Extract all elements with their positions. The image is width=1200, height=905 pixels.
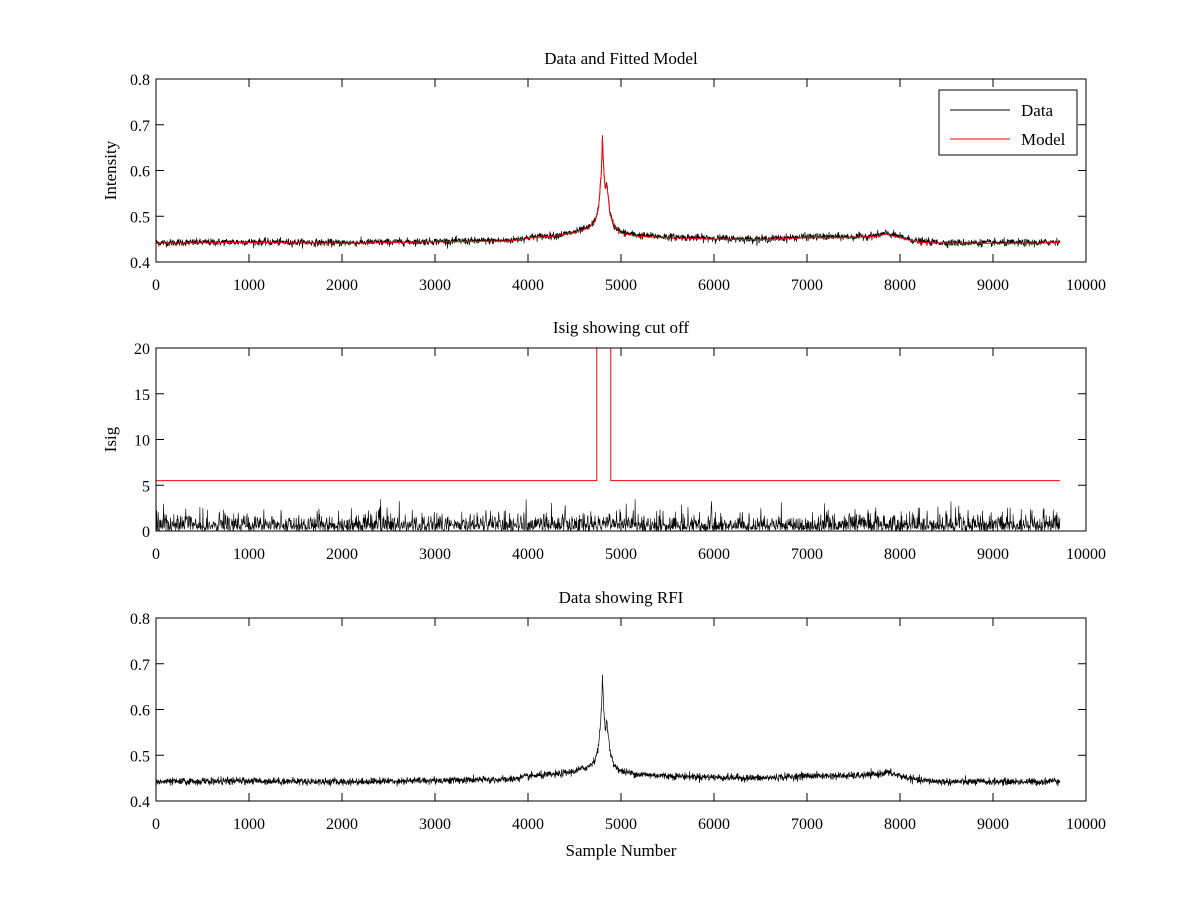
panel-1-ytick-label: 0.7	[130, 118, 150, 135]
panel-3-xtick-label: 5000	[605, 816, 637, 833]
panel-3-ytick-label: 0.6	[130, 703, 150, 720]
panel-3-xtick-label: 1000	[233, 816, 265, 833]
panel-3-title: Data showing RFI	[559, 588, 684, 607]
panel-1-xtick-label: 10000	[1066, 277, 1106, 294]
panel-2-xtick-label: 4000	[512, 546, 544, 563]
panel-1-xtick-label: 9000	[977, 277, 1009, 294]
panel-2-xtick-label: 7000	[791, 546, 823, 563]
panel-3-axes-box	[155, 617, 1087, 802]
panel-1-xtick-label: 6000	[698, 277, 730, 294]
panel-3-xtick-label: 2000	[326, 816, 358, 833]
panel-2-ylabel: Isig	[101, 426, 120, 452]
panel-3-ytick-label: 0.5	[130, 748, 150, 765]
panel-1-ytick-label: 0.6	[130, 164, 150, 181]
panel-2-xtick-label: 2000	[326, 546, 358, 563]
panel-3-xtick-label: 10000	[1066, 816, 1106, 833]
panel-1-title: Data and Fitted Model	[544, 49, 698, 68]
panel-2-xtick-label: 10000	[1066, 546, 1106, 563]
legend-label-data: Data	[1021, 101, 1054, 120]
panel-2-ytick-label: 15	[134, 387, 150, 404]
panel-2-xtick-label: 0	[152, 546, 160, 563]
panel-2-ytick-label: 0	[142, 524, 150, 541]
panel-1-xtick-label: 1000	[233, 277, 265, 294]
panel-2-xtick-label: 8000	[884, 546, 916, 563]
panel-1-xtick-label: 2000	[326, 277, 358, 294]
panel-3-ytick-label: 0.8	[130, 611, 150, 628]
panel-2-xtick-label: 6000	[698, 546, 730, 563]
panel-3-xtick-label: 3000	[419, 816, 451, 833]
panel-3-xtick-label: 9000	[977, 816, 1009, 833]
panel-2-xtick-label: 5000	[605, 546, 637, 563]
panel-2-series-2-line	[156, 348, 1060, 482]
panel-1-xtick-label: 7000	[791, 277, 823, 294]
legend-label-model: Model	[1021, 130, 1066, 149]
panel-2-ytick-label: 10	[134, 433, 150, 450]
panel-1-xtick-label: 4000	[512, 277, 544, 294]
panel-2-xtick-label: 1000	[233, 546, 265, 563]
panel-1-ylabel: Intensity	[101, 140, 120, 200]
panel-1-series-model-line	[156, 137, 1060, 244]
panel-2-title: Isig showing cut off	[553, 318, 689, 337]
panel-2-xtick-label: 9000	[977, 546, 1009, 563]
panel-2-ytick-label: 20	[134, 341, 150, 358]
panel-1-xtick-label: 8000	[884, 277, 916, 294]
panel-2-axes-box	[155, 347, 1087, 532]
panel-1-ytick-label: 0.4	[130, 255, 150, 272]
panel-2-ytick-label: 5	[142, 478, 150, 495]
panel-3-xtick-label: 6000	[698, 816, 730, 833]
panel-2-xtick-label: 3000	[419, 546, 451, 563]
panel-3-xtick-label: 8000	[884, 816, 916, 833]
panel-3-ytick-label: 0.7	[130, 657, 150, 674]
panel-1-xtick-label: 0	[152, 277, 160, 294]
legend-box	[938, 89, 1078, 156]
panel-3-series-1-line	[156, 674, 1061, 787]
panel-1-xtick-label: 3000	[419, 277, 451, 294]
panel-3-ytick-label: 0.4	[130, 794, 150, 811]
panel-3-xlabel: Sample Number	[566, 841, 677, 860]
panel-3-xtick-label: 7000	[791, 816, 823, 833]
panel-3-xtick-label: 4000	[512, 816, 544, 833]
panel-1-ytick-label: 0.5	[130, 209, 150, 226]
panel-1-xtick-label: 5000	[605, 277, 637, 294]
panel-3-xtick-label: 0	[152, 816, 160, 833]
panel-1-ytick-label: 0.8	[130, 72, 150, 89]
panel-2-series-1-line	[156, 499, 1061, 531]
